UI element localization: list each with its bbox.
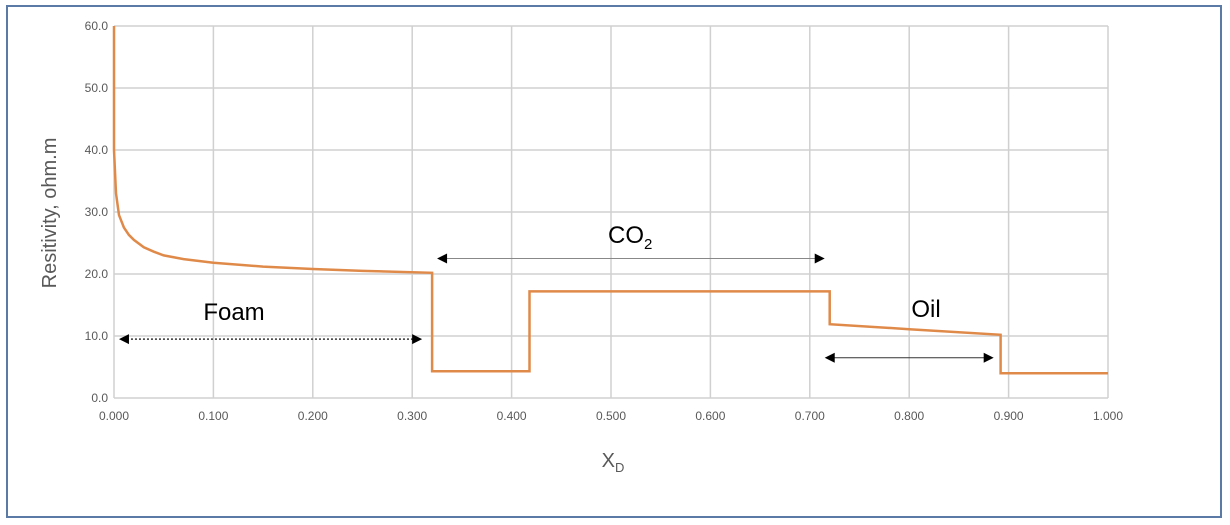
resistivity-series-line <box>112 26 1108 375</box>
co2-label-main: CO <box>608 222 644 249</box>
y-tick-label-5: 50.0 <box>85 81 109 95</box>
chart-frame: 0.0 10.0 20.0 30.0 40.0 50.0 60.0 0.000 0.100 0.… <box>6 5 1222 518</box>
co2-arrow <box>437 253 825 264</box>
x-tick-labels: 0.000 0.100 0.200 0.300 0.400 0.500 0.600 0.700… <box>99 409 1123 423</box>
x-tick-label-5: 0.500 <box>596 409 626 423</box>
x-tick-label-9: 0.900 <box>994 409 1024 423</box>
y-tick-label-6: 60.0 <box>85 19 109 33</box>
y-tick-label-0: 0.0 <box>91 391 108 405</box>
co2-label-sub: 2 <box>644 236 652 253</box>
x-tick-label-7: 0.700 <box>795 409 825 423</box>
x-tick-label-1: 0.100 <box>198 409 228 423</box>
foam-arrow-head-left <box>118 334 129 345</box>
chart: 0.010.020.030.040.050.060.0 0.000 0.100 0.… <box>39 19 1123 475</box>
x-tick-label-3: 0.300 <box>397 409 427 423</box>
oil-arrow <box>824 352 994 363</box>
x-axis-label-main: X <box>602 450 615 472</box>
foam-arrow <box>118 334 423 345</box>
grid <box>113 25 1109 399</box>
x-tick-label-8: 0.800 <box>894 409 924 423</box>
foam-label: Foam <box>203 299 264 326</box>
x-tick-label-2: 0.200 <box>298 409 328 423</box>
co2-label: CO2 <box>608 222 652 253</box>
y-tick-labels: 0.0 10.0 20.0 30.0 40.0 50.0 60.0 <box>85 19 109 405</box>
oil-arrow-head-left <box>824 352 835 363</box>
foam-arrow-head-right <box>412 334 423 345</box>
y-tick-label-2: 20.0 <box>85 267 109 281</box>
y-tick-label-3: 30.0 <box>85 205 109 219</box>
co2-arrow-head-left <box>437 253 448 264</box>
y-axis-label: Resitivity, ohm.m <box>39 138 61 289</box>
y-tick-label-1: 10.0 <box>85 329 109 343</box>
x-axis-label: XD <box>602 450 625 475</box>
oil-arrow-head-right <box>983 352 994 363</box>
x-axis-label-sub: D <box>615 460 624 475</box>
oil-label: Oil <box>911 296 940 323</box>
co2-arrow-head-right <box>814 253 825 264</box>
x-tick-label-6: 0.600 <box>695 409 725 423</box>
x-tick-label-10: 1.000 <box>1093 409 1123 423</box>
x-tick-label-4: 0.400 <box>497 409 527 423</box>
y-tick-label-4: 40.0 <box>85 143 109 157</box>
x-tick-label-0: 0.000 <box>99 409 129 423</box>
annotations: Foam CO2 Oil <box>118 222 994 363</box>
